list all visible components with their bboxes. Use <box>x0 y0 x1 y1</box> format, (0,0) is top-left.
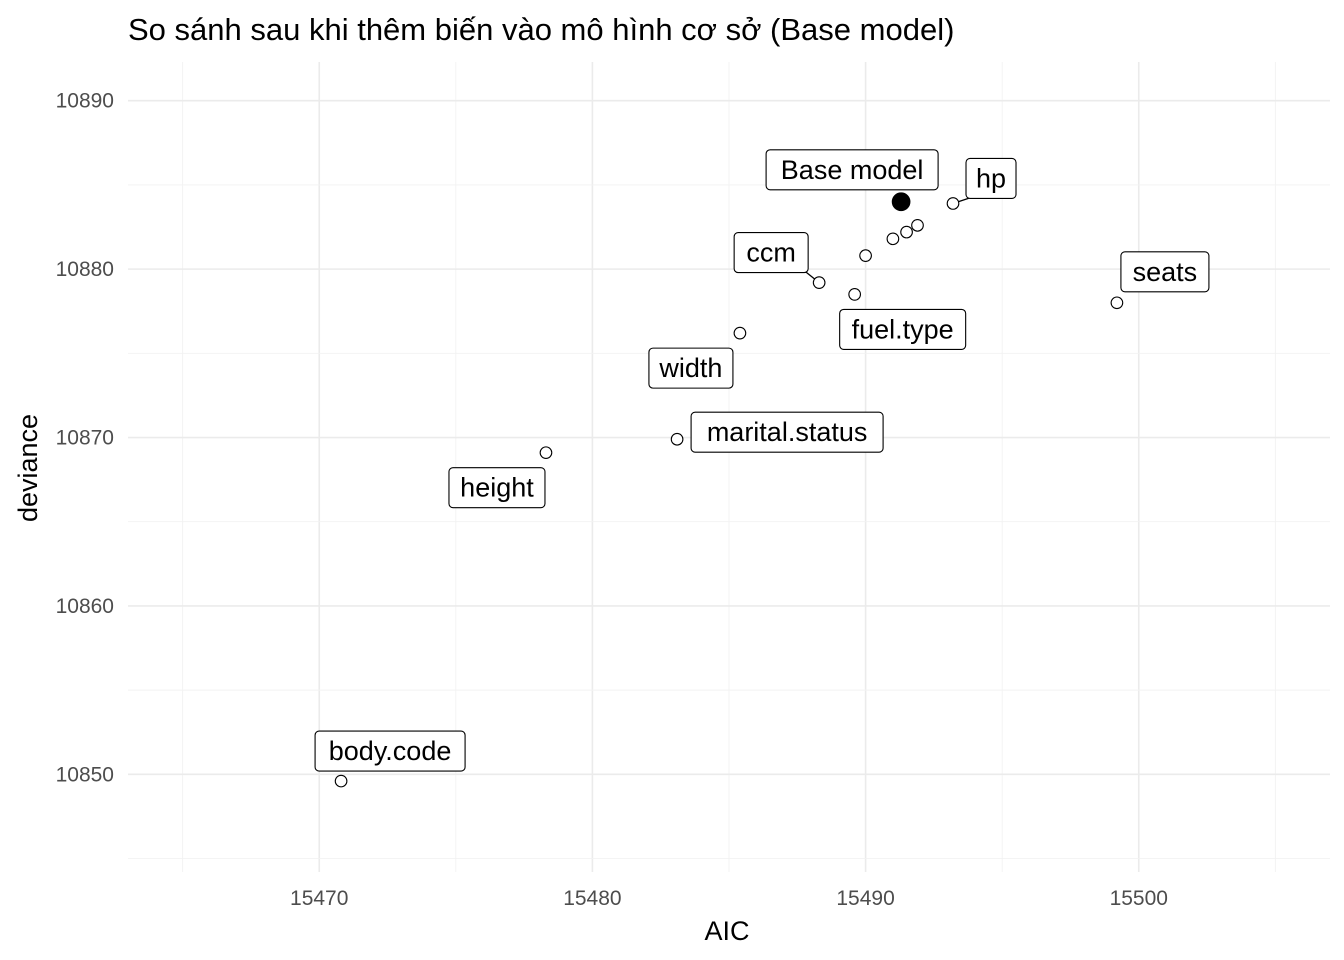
data-point <box>670 432 684 446</box>
y-tick-label: 10870 <box>56 427 114 450</box>
data-point <box>1110 296 1124 310</box>
label-text: seats <box>1133 257 1198 287</box>
point-label-base-model: Base model <box>765 149 939 191</box>
label-text: height <box>460 473 534 503</box>
label-box <box>314 730 466 772</box>
label-text: hp <box>976 163 1006 193</box>
x-tick-label: 15470 <box>290 887 348 910</box>
y-tick-label: 10880 <box>56 258 114 281</box>
data-point <box>946 197 960 210</box>
data-point <box>848 288 862 301</box>
x-tick-label: 15500 <box>1110 887 1168 910</box>
point-label-height: height <box>448 467 546 509</box>
label-text: marital.status <box>707 417 868 447</box>
x-tick-label: 15480 <box>563 887 621 910</box>
data-point <box>733 326 747 340</box>
y-tick-label: 10890 <box>56 90 114 113</box>
chart-title: So sánh sau khi thêm biến vào mô hình cơ… <box>128 12 954 47</box>
data-point <box>334 774 348 788</box>
x-tick-label: 15490 <box>836 887 894 910</box>
x-axis-tick-labels: 15470 15480 15490 15500 <box>290 887 1168 910</box>
point-label-body-code: body.code <box>314 730 466 772</box>
data-point <box>859 249 872 263</box>
data-point <box>812 276 826 289</box>
data-point <box>900 225 913 239</box>
point-label-ccm: ccm <box>733 232 809 274</box>
label-text: Base model <box>781 155 924 185</box>
data-points <box>334 192 1124 788</box>
label-box <box>648 347 734 389</box>
label-text: body.code <box>329 736 452 766</box>
point-label-seats: seats <box>1120 251 1210 293</box>
label-text: width <box>658 353 722 383</box>
y-axis-tick-labels: 10850 10860 10870 10880 10890 <box>56 90 114 787</box>
y-tick-label: 10850 <box>56 763 114 786</box>
label-box <box>765 149 939 191</box>
point-labels: hp ccm fuel.type seats width marital.status he… <box>314 149 1210 772</box>
label-box <box>839 308 967 350</box>
point-label-width: width <box>648 347 734 389</box>
label-box <box>690 411 884 453</box>
x-axis-title: AIC <box>704 916 749 946</box>
label-text: ccm <box>746 238 796 268</box>
data-point <box>911 218 924 232</box>
y-tick-label: 10860 <box>56 595 114 618</box>
label-text: fuel.type <box>852 314 954 344</box>
data-point <box>886 232 900 246</box>
y-axis-title: deviance <box>13 414 43 522</box>
data-point <box>539 446 553 460</box>
point-label-fuel-type: fuel.type <box>839 308 967 350</box>
label-box <box>1120 251 1210 293</box>
label-box <box>448 467 546 509</box>
point-label-marital-status: marital.status <box>690 411 884 453</box>
grid <box>128 62 1330 872</box>
label-box <box>965 157 1017 200</box>
point-label-hp: hp <box>965 157 1017 200</box>
label-box <box>733 232 809 274</box>
base-model-point <box>891 192 911 212</box>
